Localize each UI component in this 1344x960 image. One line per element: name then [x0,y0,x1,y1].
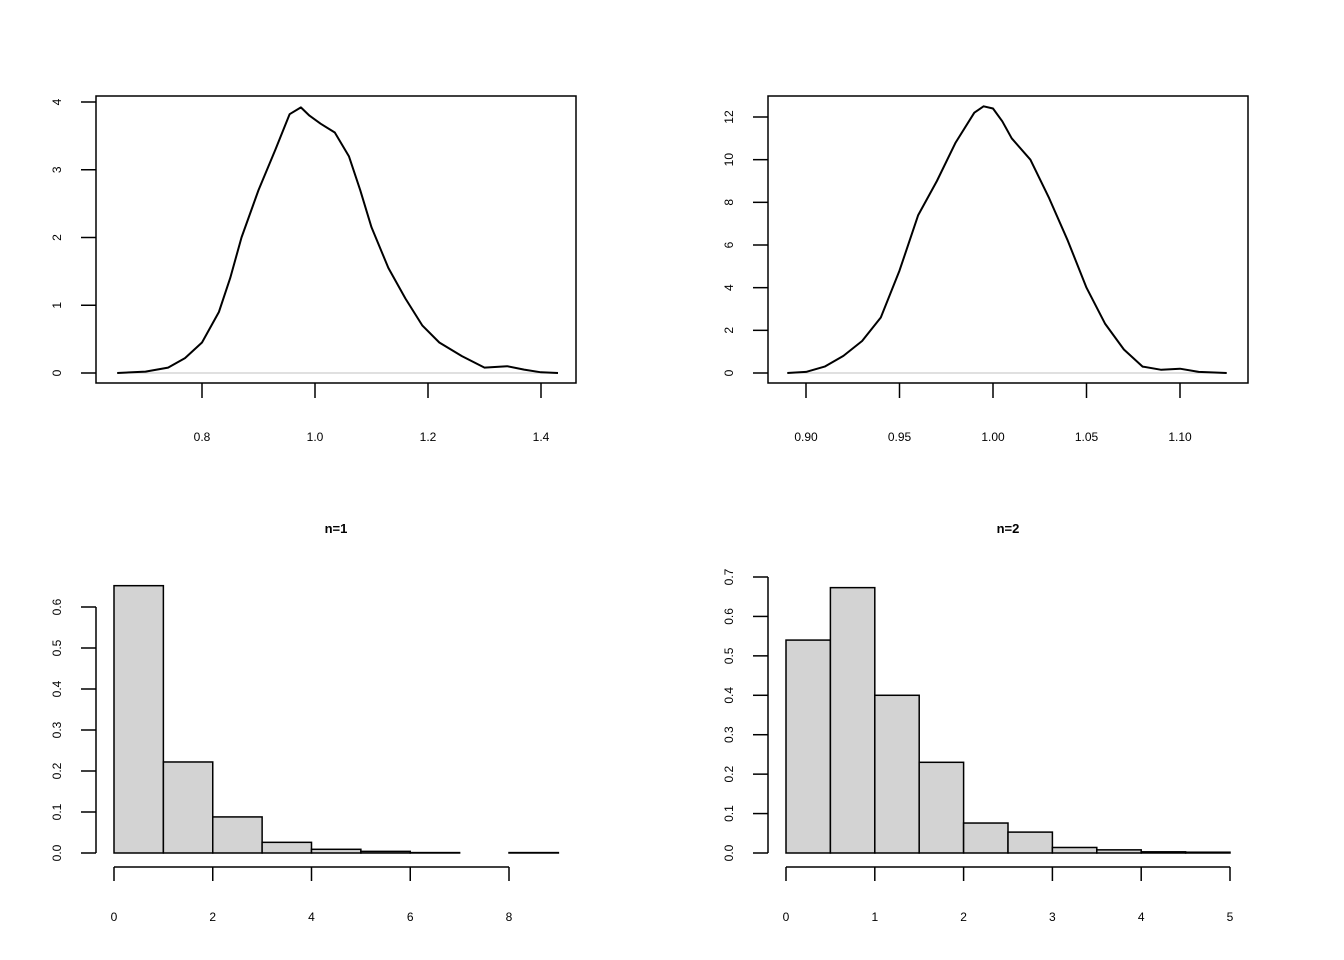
x-tick-label: 1.0 [307,430,324,444]
x-tick-label: 0.95 [888,430,912,444]
histogram-bar [829,586,876,854]
y-tick-label: 0.5 [722,647,736,664]
y-tick-label: 0.2 [50,762,64,779]
histogram-bar [310,848,362,854]
x-tick-label: 1.2 [420,430,437,444]
y-tick-label: 0.1 [50,803,64,820]
y-tick-label: 4 [722,284,736,291]
x-tick-label: 8 [506,910,513,924]
x-tick-label: 5 [1227,910,1234,924]
x-tick-label: 2 [209,910,216,924]
histogram-bar [261,841,313,854]
density-plot-2: 0.90 0.95 1.00 1.05 1.10 0 2 4 6 8 10 12 [722,95,1249,444]
y-tick-label: 0.6 [50,598,64,615]
y-tick-label: 0 [722,369,736,376]
x-tick-label: 1.05 [1075,430,1099,444]
y-tick-label: 0.4 [50,680,64,697]
x-tick-label: 6 [407,910,414,924]
y-tick-label: 6 [722,241,736,248]
x-tick-label: 1 [871,910,878,924]
plot-frame [95,95,577,384]
histogram-bar [113,584,165,854]
y-tick-label: 0.0 [722,844,736,861]
histogram-bar [1051,846,1098,854]
x-tick-label: 1.4 [533,430,550,444]
y-tick-label: 2 [50,234,64,241]
y-tick-label: 12 [722,110,736,124]
y-tick-label: 0.1 [722,805,736,822]
y-tick-label: 0 [50,369,64,376]
histogram-bar [1096,849,1142,854]
y-tick-label: 0.7 [722,568,736,585]
histogram-bar [212,816,263,854]
y-tick-label: 0.6 [722,608,736,625]
histogram-bar [1140,851,1187,854]
x-tick-label: 0.90 [794,430,818,444]
y-tick-label: 10 [722,153,736,167]
histogram-n1: n=1 0 2 4 6 8 0.0 0.1 0.2 0.3 0.4 0.5 0.6 [50,521,560,924]
panel-title: n=1 [325,521,348,536]
y-tick-label: 0.3 [50,721,64,738]
x-tick-label: 0 [111,910,118,924]
histogram-bar [162,761,214,854]
x-tick-label: 3 [1049,910,1056,924]
histogram-n2: n=2 0 1 2 3 4 5 0.0 0.1 0.2 0.3 0.4 0.5 0.6 0.7 [722,521,1233,924]
y-tick-label: 1 [50,302,64,309]
y-tick-label: 0.0 [50,844,64,861]
x-tick-label: 1.10 [1168,430,1192,444]
y-tick-label: 3 [50,166,64,173]
plot-frame [767,95,1249,384]
histogram-bar [918,761,965,854]
y-tick-label: 0.3 [722,726,736,743]
x-tick-label: 4 [1138,910,1145,924]
histogram-bar [360,850,411,854]
x-tick-label: 0 [783,910,790,924]
y-tick-label: 8 [722,199,736,206]
density-curve [787,105,1227,374]
histogram-bar [785,639,832,854]
histogram-bar [874,694,920,854]
density-curve [117,106,559,374]
density-plot-1: 0.8 1.0 1.2 1.4 0 1 2 3 4 [50,95,577,444]
x-tick-label: 4 [308,910,315,924]
panel-title: n=2 [997,521,1020,536]
y-tick-label: 4 [50,98,64,105]
x-tick-label: 2 [960,910,967,924]
y-tick-label: 0.2 [722,765,736,782]
histogram-bar [1007,831,1054,854]
y-tick-label: 0.5 [50,639,64,656]
histogram-bar [1184,851,1231,854]
x-tick-label: 1.00 [981,430,1005,444]
x-tick-label: 0.8 [194,430,211,444]
y-tick-label: 2 [722,327,736,334]
histogram-bar [962,822,1009,854]
y-tick-label: 0.4 [722,687,736,704]
